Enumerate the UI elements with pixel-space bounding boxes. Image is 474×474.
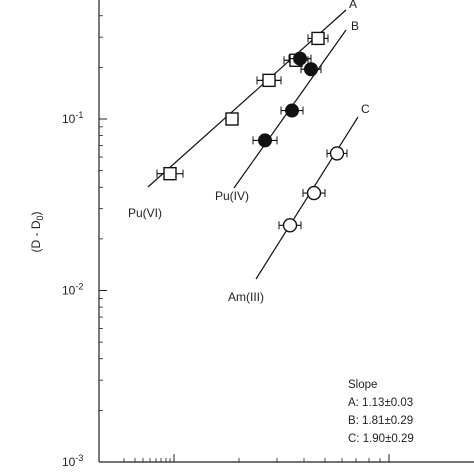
- point-a: [225, 112, 239, 126]
- point-b: [258, 133, 272, 148]
- slope-line-c: C: 1.90±0.29: [348, 433, 414, 445]
- point-b: [293, 51, 307, 66]
- point-a: [262, 73, 276, 88]
- point-b: [285, 103, 299, 118]
- point-c: [329, 146, 345, 161]
- y-tick-label: 10-2: [62, 282, 83, 298]
- slope-box: Slope A: 1.13±0.03 B: 1.81±0.29 C: 1.90±…: [348, 379, 414, 445]
- y-axis-label-close: ): [29, 211, 43, 215]
- point-c: [282, 218, 298, 233]
- y-tick-label: 10-3: [62, 453, 83, 469]
- point-b: [304, 62, 318, 77]
- line-label-b: B: [351, 19, 359, 33]
- fit-line-c: [255, 116, 359, 280]
- line-label-a: A: [349, 0, 357, 11]
- point-c: [306, 185, 322, 201]
- y-axis-label: (D - D0): [29, 211, 45, 252]
- axes: 10-1 10-2 10-3: [62, 0, 474, 469]
- point-a: [311, 31, 325, 46]
- series-label-pu-iv: Pu(IV): [215, 189, 249, 203]
- fit-lines: [147, 9, 359, 280]
- slope-line-a: A: 1.13±0.03: [348, 397, 413, 409]
- data-points: [156, 31, 348, 233]
- line-label-c: C: [361, 102, 370, 116]
- series-label-pu-vi: Pu(VI): [128, 206, 162, 220]
- point-a: [163, 166, 177, 181]
- y-axis-label-subscript: 0: [35, 215, 45, 220]
- series-label-am-iii: Am(III): [228, 290, 264, 304]
- y-tick-label: 10-1: [62, 110, 83, 126]
- slope-line-b: B: 1.81±0.29: [348, 415, 413, 427]
- slope-title: Slope: [348, 379, 377, 391]
